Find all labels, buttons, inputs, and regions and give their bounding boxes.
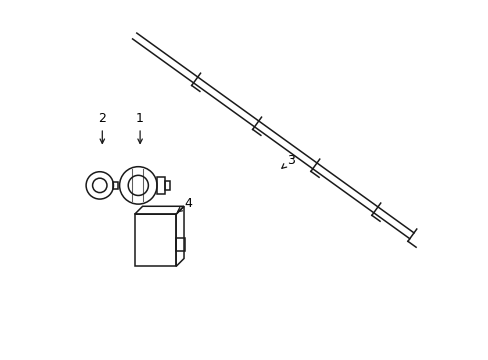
Text: 2: 2 xyxy=(98,112,106,143)
Bar xyxy=(157,177,164,194)
Text: 1: 1 xyxy=(136,112,144,143)
Bar xyxy=(134,214,176,266)
Bar xyxy=(176,238,185,251)
Bar xyxy=(113,182,118,189)
Text: 3: 3 xyxy=(281,154,295,168)
Text: 4: 4 xyxy=(177,197,192,212)
Bar xyxy=(164,181,170,190)
